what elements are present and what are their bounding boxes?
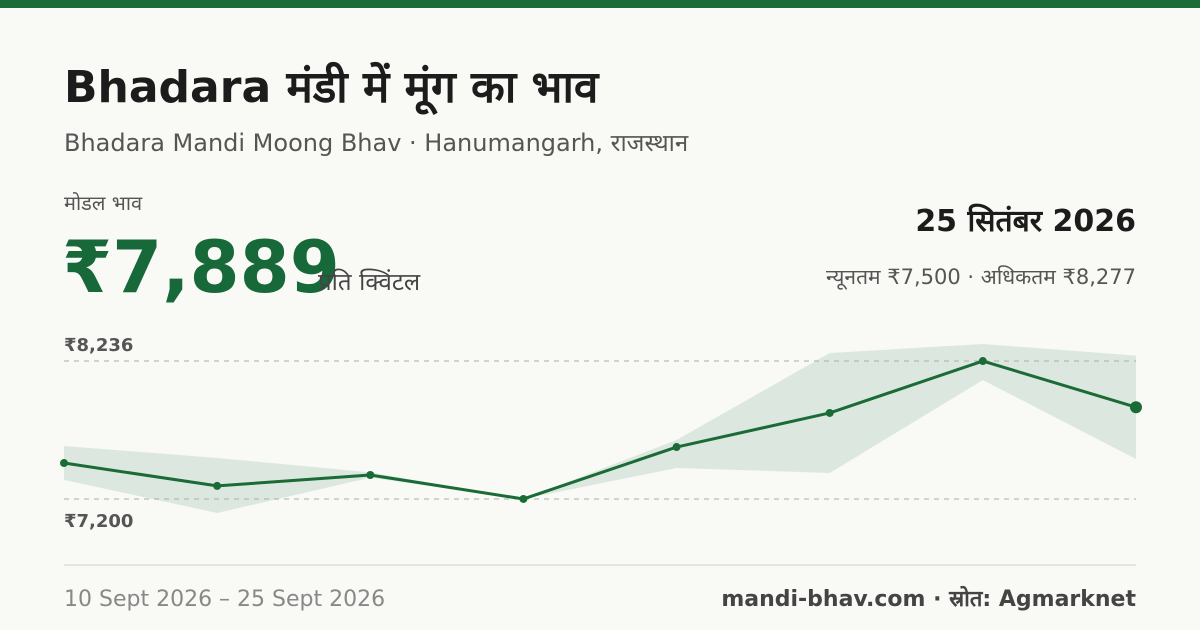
y-tick-label: ₹8,236 — [64, 335, 133, 356]
point — [60, 459, 68, 468]
period: 10 Sept 2026 – 25 Sept 2026 — [64, 587, 385, 612]
title: Bhadara मंडी में मूंग का भाव — [64, 61, 600, 116]
point — [1130, 401, 1142, 414]
range-band — [64, 343, 1136, 513]
price-label: मोडल भाव — [64, 191, 143, 215]
min-max: न्यूनतम ₹7,500 · अधिकतम ₹8,277 — [826, 265, 1136, 290]
subtitle: Bhadara Mandi Moong Bhav · Hanumangarh, … — [64, 129, 689, 157]
point — [978, 357, 987, 366]
point — [366, 471, 375, 479]
top-bar — [0, 0, 1200, 8]
point — [672, 443, 681, 452]
point — [213, 481, 222, 490]
point — [519, 494, 528, 503]
point — [825, 408, 834, 417]
price-unit: प्रति क्विंटल — [318, 268, 421, 296]
date: 25 सितंबर 2026 — [915, 203, 1136, 239]
price: ₹7,889 — [62, 225, 340, 309]
y-tick-label: ₹7,200 — [64, 511, 133, 532]
price-line — [63, 359, 1137, 501]
source: mandi-bhav.com · स्रोत: Agmarknet — [721, 585, 1136, 612]
